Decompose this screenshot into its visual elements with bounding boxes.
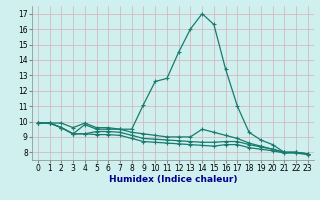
X-axis label: Humidex (Indice chaleur): Humidex (Indice chaleur) [108,175,237,184]
